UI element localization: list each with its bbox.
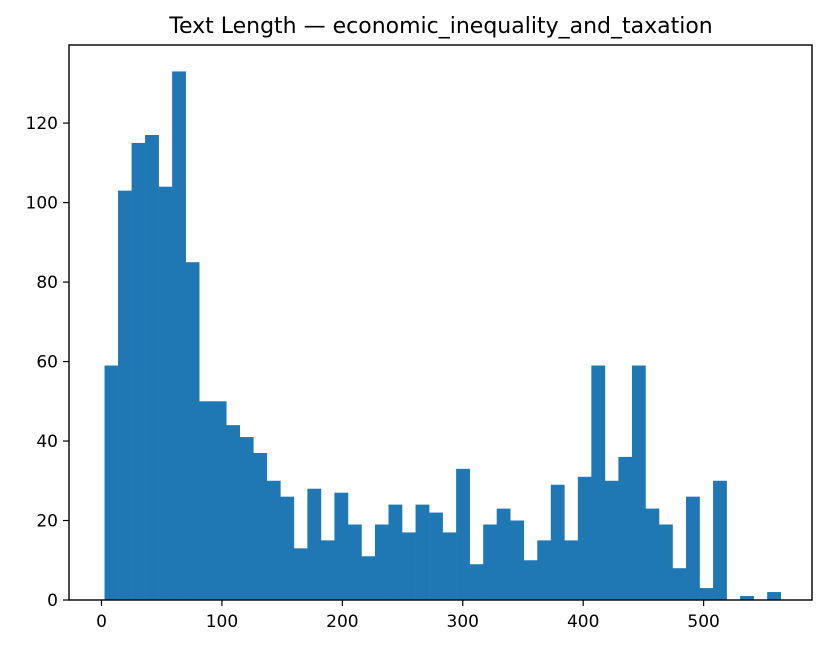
histogram-bar bbox=[104, 365, 119, 600]
histogram-bar bbox=[185, 262, 200, 600]
bars-group bbox=[104, 71, 781, 601]
y-tick-label: 120 bbox=[26, 114, 58, 134]
histogram-bar bbox=[496, 508, 511, 600]
histogram-bar bbox=[212, 401, 227, 600]
histogram-bar bbox=[699, 588, 714, 600]
x-tick-label: 200 bbox=[326, 612, 358, 632]
histogram-bar bbox=[429, 512, 443, 600]
histogram-bar bbox=[145, 135, 159, 600]
y-tick-label: 20 bbox=[36, 512, 58, 532]
histogram-bar bbox=[239, 437, 254, 600]
histogram-bar bbox=[131, 142, 146, 601]
histogram-bar bbox=[713, 480, 727, 600]
histogram-bar bbox=[347, 524, 362, 600]
histogram-bar bbox=[158, 186, 173, 601]
histogram-bar bbox=[266, 480, 281, 600]
y-tick-label: 80 bbox=[36, 273, 58, 293]
histogram-bar bbox=[672, 568, 687, 600]
histogram-bar bbox=[658, 524, 673, 600]
x-axis-ticks: 0 100 200 300 400 500 bbox=[96, 600, 720, 632]
histogram-bar bbox=[388, 504, 403, 600]
histogram-bar bbox=[374, 524, 389, 600]
histogram-bar bbox=[293, 548, 308, 600]
histogram-bar bbox=[456, 468, 470, 600]
histogram-bar bbox=[402, 532, 416, 600]
histogram-bar bbox=[307, 488, 322, 600]
histogram-bar bbox=[226, 425, 241, 600]
histogram-bar bbox=[320, 540, 335, 600]
histogram-bar bbox=[767, 592, 781, 600]
histogram-bar bbox=[442, 532, 457, 600]
histogram-bar bbox=[334, 492, 349, 600]
histogram-bar bbox=[618, 456, 633, 600]
histogram-bar bbox=[253, 452, 268, 600]
histogram-bar bbox=[740, 596, 754, 600]
chart-title: Text Length — economic_inequality_and_ta… bbox=[168, 14, 712, 39]
histogram-bar bbox=[199, 401, 214, 600]
x-tick-label: 400 bbox=[567, 612, 599, 632]
histogram-bar bbox=[645, 508, 660, 600]
y-axis-ticks: 0 20 40 60 80 100 120 bbox=[26, 114, 69, 611]
x-tick-label: 300 bbox=[447, 612, 479, 632]
histogram-bar bbox=[523, 560, 538, 600]
histogram-bar bbox=[564, 540, 579, 600]
histogram-bar bbox=[118, 190, 132, 600]
histogram-bar bbox=[537, 540, 552, 600]
histogram-bar bbox=[604, 480, 619, 600]
histogram-bar bbox=[550, 484, 565, 600]
x-tick-label: 0 bbox=[96, 612, 107, 632]
histogram-bar bbox=[510, 520, 525, 600]
x-tick-label: 100 bbox=[206, 612, 238, 632]
y-tick-label: 40 bbox=[36, 432, 58, 452]
y-tick-label: 60 bbox=[36, 353, 58, 373]
histogram-bar bbox=[631, 365, 646, 600]
histogram-bar bbox=[483, 524, 498, 600]
plot-frame bbox=[68, 44, 813, 601]
x-tick-label: 500 bbox=[687, 612, 719, 632]
y-tick-label: 100 bbox=[26, 194, 58, 214]
histogram-bar bbox=[577, 476, 592, 600]
y-tick-label: 0 bbox=[47, 591, 58, 611]
histogram-bar bbox=[591, 365, 606, 600]
histogram-bar bbox=[172, 71, 186, 600]
histogram-bar bbox=[415, 504, 430, 600]
histogram-bar bbox=[280, 496, 295, 600]
histogram-bar bbox=[469, 564, 484, 600]
histogram-bar bbox=[686, 496, 700, 600]
histogram-bar bbox=[361, 556, 376, 600]
